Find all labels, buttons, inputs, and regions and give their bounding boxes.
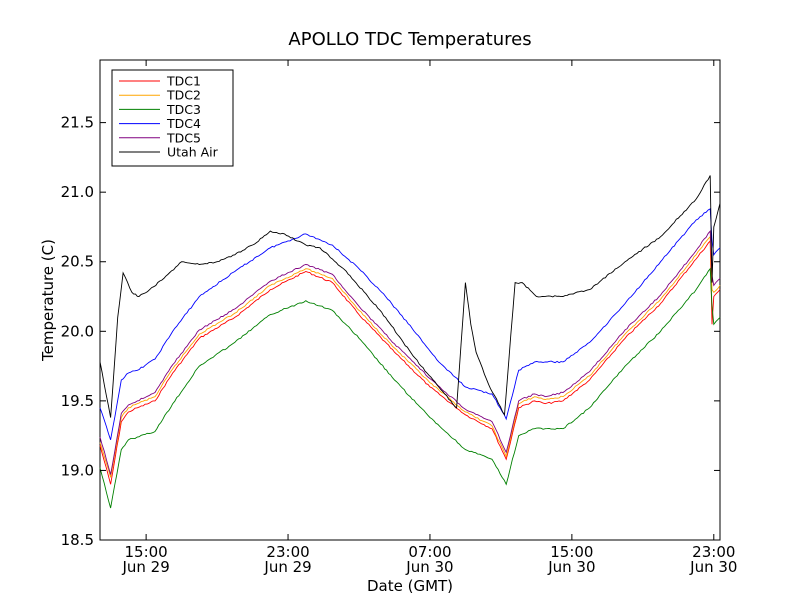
- x-tick-label-time: 07:00: [408, 543, 451, 561]
- series-line-utah-air: [99, 175, 721, 418]
- x-tick-label-time: 23:00: [692, 543, 735, 561]
- series-line-tdc3: [99, 267, 721, 509]
- series-line-tdc4: [99, 208, 721, 440]
- x-axis-label: Date (GMT): [367, 577, 453, 595]
- y-axis-ticks: 18.5 19.0 19.5 20.0 20.5 21.0 21.5: [61, 114, 720, 549]
- x-tick-label-time: 15:00: [125, 543, 168, 561]
- legend-label-utah-air: Utah Air: [167, 145, 219, 160]
- y-tick-label: 18.5: [61, 531, 94, 549]
- x-tick-label-date: Jun 29: [263, 558, 311, 576]
- y-tick-label: 21.0: [61, 183, 94, 201]
- x-tick-label-date: Jun 29: [121, 558, 169, 576]
- y-tick-label: 19.5: [61, 392, 94, 410]
- x-tick-label-time: 15:00: [550, 543, 593, 561]
- legend-label-tdc2: TDC2: [166, 88, 201, 103]
- legend-label-tdc3: TDC3: [166, 102, 201, 117]
- y-tick-label: 19.0: [61, 461, 94, 479]
- legend-label-tdc5: TDC5: [166, 130, 201, 145]
- chart-title: APOLLO TDC Temperatures: [288, 29, 531, 50]
- x-tick-label-date: Jun 30: [689, 558, 737, 576]
- y-tick-label: 20.0: [61, 322, 94, 340]
- legend-box: [111, 69, 234, 167]
- x-tick-label-date: Jun 30: [547, 558, 595, 576]
- y-tick-label: 21.5: [61, 114, 94, 132]
- series-lines: [99, 175, 721, 509]
- y-tick-label: 20.5: [61, 253, 94, 271]
- x-tick-label-date: Jun 30: [405, 558, 453, 576]
- series-line-tdc2: [99, 235, 721, 478]
- legend-label-tdc4: TDC4: [166, 116, 201, 131]
- y-axis-label: Temperature (C): [39, 239, 57, 362]
- series-line-tdc1: [99, 239, 721, 485]
- x-tick-label-time: 23:00: [266, 543, 309, 561]
- series-line-tdc5: [99, 229, 721, 475]
- legend-label-tdc1: TDC1: [166, 74, 201, 89]
